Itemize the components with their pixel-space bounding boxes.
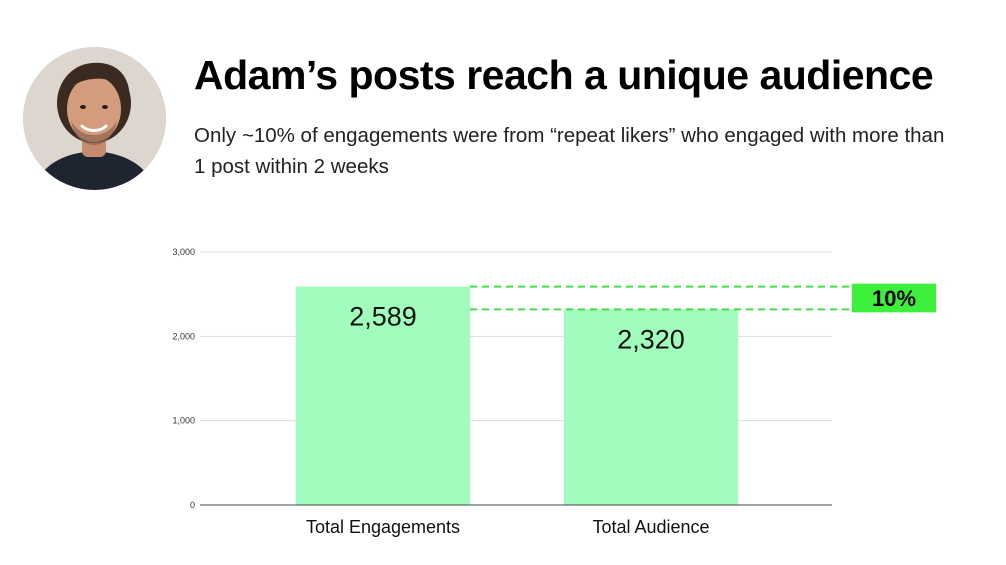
person-photo-icon — [23, 47, 166, 190]
bar — [564, 309, 738, 505]
bar-data-label: 2,320 — [617, 324, 685, 354]
difference-label: 10% — [872, 286, 916, 311]
y-tick-label: 2,000 — [172, 331, 195, 341]
y-tick-label: 1,000 — [172, 416, 195, 426]
x-category-label: Total Audience — [592, 517, 709, 537]
bar-data-label: 2,589 — [349, 302, 417, 332]
page-subtitle: Only ~10% of engagements were from “repe… — [194, 124, 945, 178]
page-title: Adam’s posts reach a unique audience — [194, 52, 934, 98]
avatar — [23, 47, 166, 190]
y-tick-label: 0 — [190, 500, 195, 510]
x-category-label: Total Engagements — [306, 517, 460, 537]
y-tick-label: 3,000 — [172, 247, 195, 257]
difference-highlight-box — [852, 283, 936, 313]
bar — [296, 286, 470, 505]
